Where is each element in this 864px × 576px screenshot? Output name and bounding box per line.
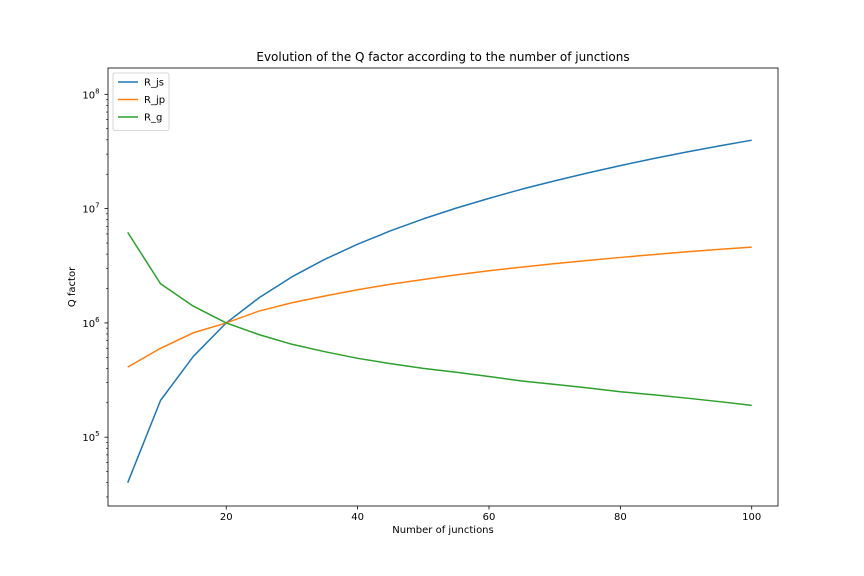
y-tick-label-base: 10 [82,90,95,101]
x-tick-label: 20 [220,512,233,523]
legend-label: R_js [144,78,164,89]
legend-label: R_jp [144,95,165,106]
x-axis-ticks: 20 40 60 80 100 [220,506,761,523]
y-tick-label: 107 [82,202,99,216]
y-tick-label-exponent: 5 [95,430,99,438]
y-tick-label-base: 10 [82,433,95,444]
x-tick-label: 80 [614,512,627,523]
x-axis-label: Number of junctions [392,525,493,536]
series-layer [127,139,752,483]
x-tick-label: 40 [351,512,364,523]
y-tick-label: 108 [82,87,99,101]
series-line-r-jp [127,246,752,368]
legend-label: R_g [144,113,162,124]
x-tick-label: 100 [742,512,761,523]
legend-box [112,72,170,131]
y-tick-label-exponent: 8 [95,87,99,95]
y-tick-label: 106 [82,316,100,330]
series-line-r-js [127,139,752,483]
series-line-r-g [127,231,752,407]
legend: R_js R_jp R_g [112,72,170,131]
y-axis-label: Q factor [67,266,78,307]
y-tick-label-base: 10 [82,319,95,330]
chart-title: Evolution of the Q factor according to t… [256,50,629,64]
plot-frame [107,67,779,507]
y-tick-label-exponent: 6 [95,316,100,324]
y-tick-label-exponent: 7 [95,202,99,210]
y-tick-label-base: 10 [82,205,95,216]
x-tick-label: 60 [483,512,496,523]
y-tick-label: 105 [82,430,99,444]
